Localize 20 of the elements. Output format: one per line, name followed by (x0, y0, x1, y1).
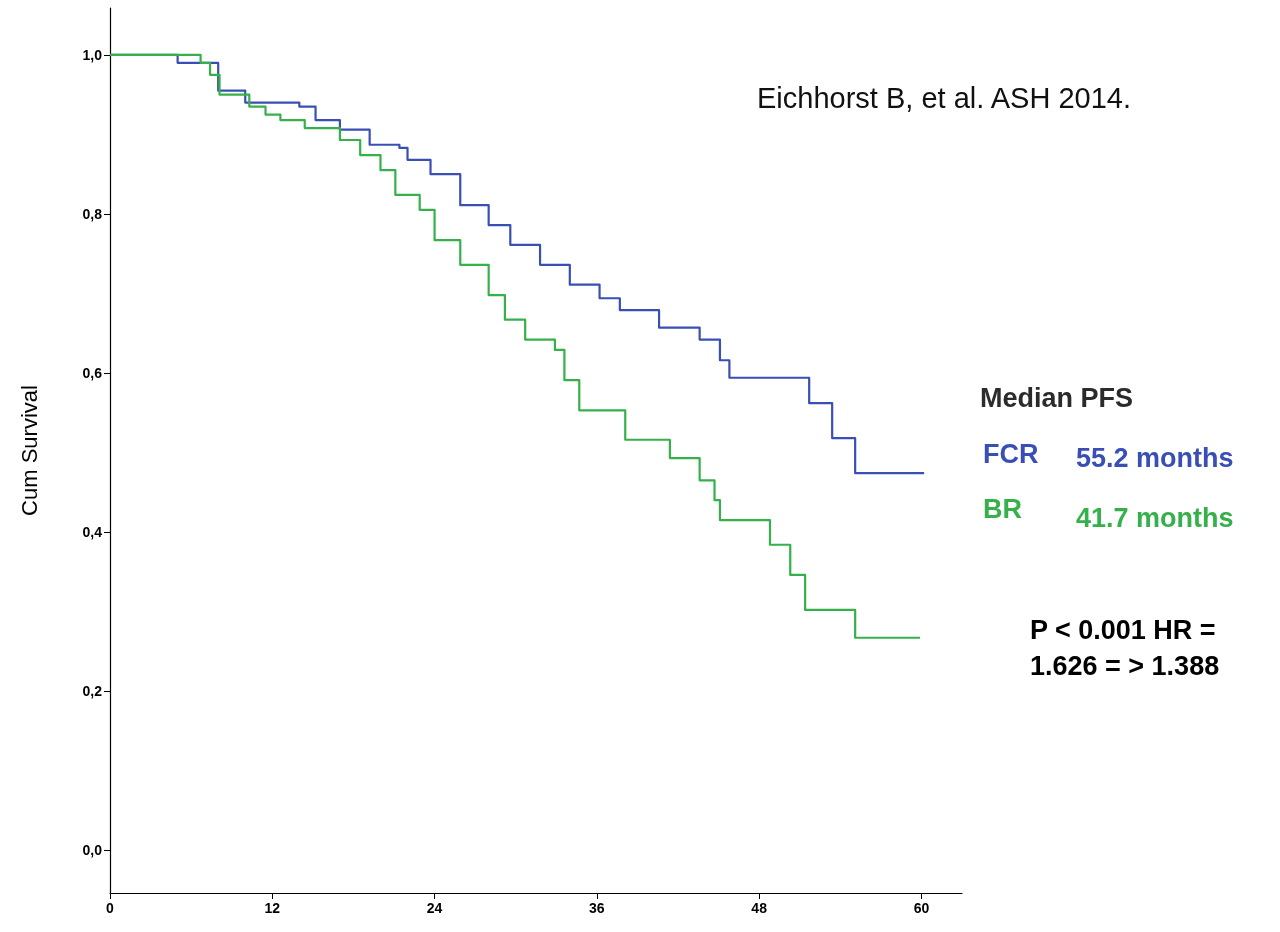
x-tick-label: 24 (426, 900, 443, 916)
x-tick-label: 12 (264, 900, 281, 916)
x-tick-label: 36 (589, 900, 605, 916)
text: Median PFS (980, 383, 1134, 413)
y-tick-label: 0,4 (82, 524, 103, 540)
text: FCR (983, 438, 1039, 469)
text: 55.2 months (1076, 443, 1234, 473)
y-tick-label: 0,8 (82, 205, 103, 222)
text: P < 0.001 HR = 1.626 = > 1.388 (1030, 615, 1224, 681)
y-tick-label: 0,2 (82, 683, 103, 700)
x-tick-label: 60 (913, 900, 930, 916)
x-tick-label: 0 (106, 900, 115, 916)
text: BR (983, 493, 1022, 524)
text: 41.7 months (1076, 503, 1234, 533)
y-tick-label: 0,6 (82, 364, 103, 381)
annotation: Eichhorst B, et al. ASH 2014. (757, 82, 1131, 114)
y-tick-label: 0,0 (82, 842, 103, 859)
x-tick-label: 48 (751, 900, 768, 916)
y-tick-label: 1,0 (82, 46, 103, 63)
y-axis-title: Cum Survival (16, 385, 42, 516)
